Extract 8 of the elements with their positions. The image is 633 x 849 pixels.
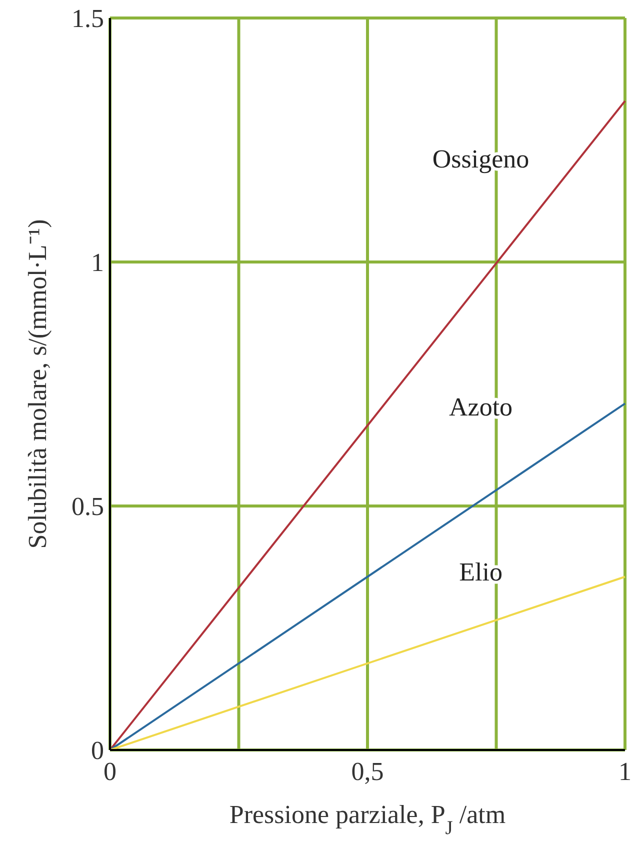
x-axis-title: Pressione parziale, P$_{J}$ /atm: [229, 800, 506, 838]
y-tick-label: 0.5: [72, 492, 104, 521]
x-tick-label: 0,5: [351, 757, 384, 786]
y-tick-label: 1.5: [72, 4, 104, 33]
y-tick-label: 1: [91, 248, 104, 277]
y-tick-label: 0: [91, 736, 104, 765]
x-tick-label: 1: [618, 757, 632, 786]
y-axis-title: Solubilità molare, s/(mmol·L⁻¹): [23, 219, 52, 549]
